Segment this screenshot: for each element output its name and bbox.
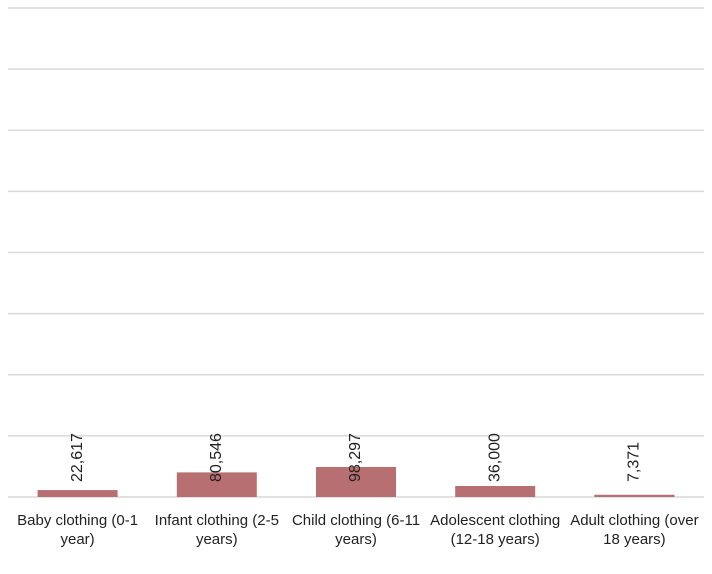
value-label: 80,546 bbox=[208, 433, 225, 482]
bar bbox=[316, 466, 396, 497]
bar bbox=[176, 472, 257, 497]
bar bbox=[37, 490, 118, 497]
x-tick-label: Infant clothing (2-5 years) bbox=[154, 512, 279, 548]
value-label: 22,617 bbox=[69, 433, 86, 482]
x-tick-label: Adult clothing (over 18 years) bbox=[570, 512, 699, 548]
x-tick-label: Baby clothing (0-1 year) bbox=[17, 512, 139, 548]
value-label: 98,297 bbox=[347, 433, 364, 482]
bar bbox=[455, 485, 536, 497]
value-label: 7,371 bbox=[626, 442, 643, 482]
x-tick-label: Adolescent clothing (12-18 years) bbox=[430, 512, 561, 548]
value-label: 36,000 bbox=[486, 433, 503, 482]
x-tick-label: Child clothing (6-11 years) bbox=[291, 512, 421, 548]
bar bbox=[594, 494, 675, 497]
